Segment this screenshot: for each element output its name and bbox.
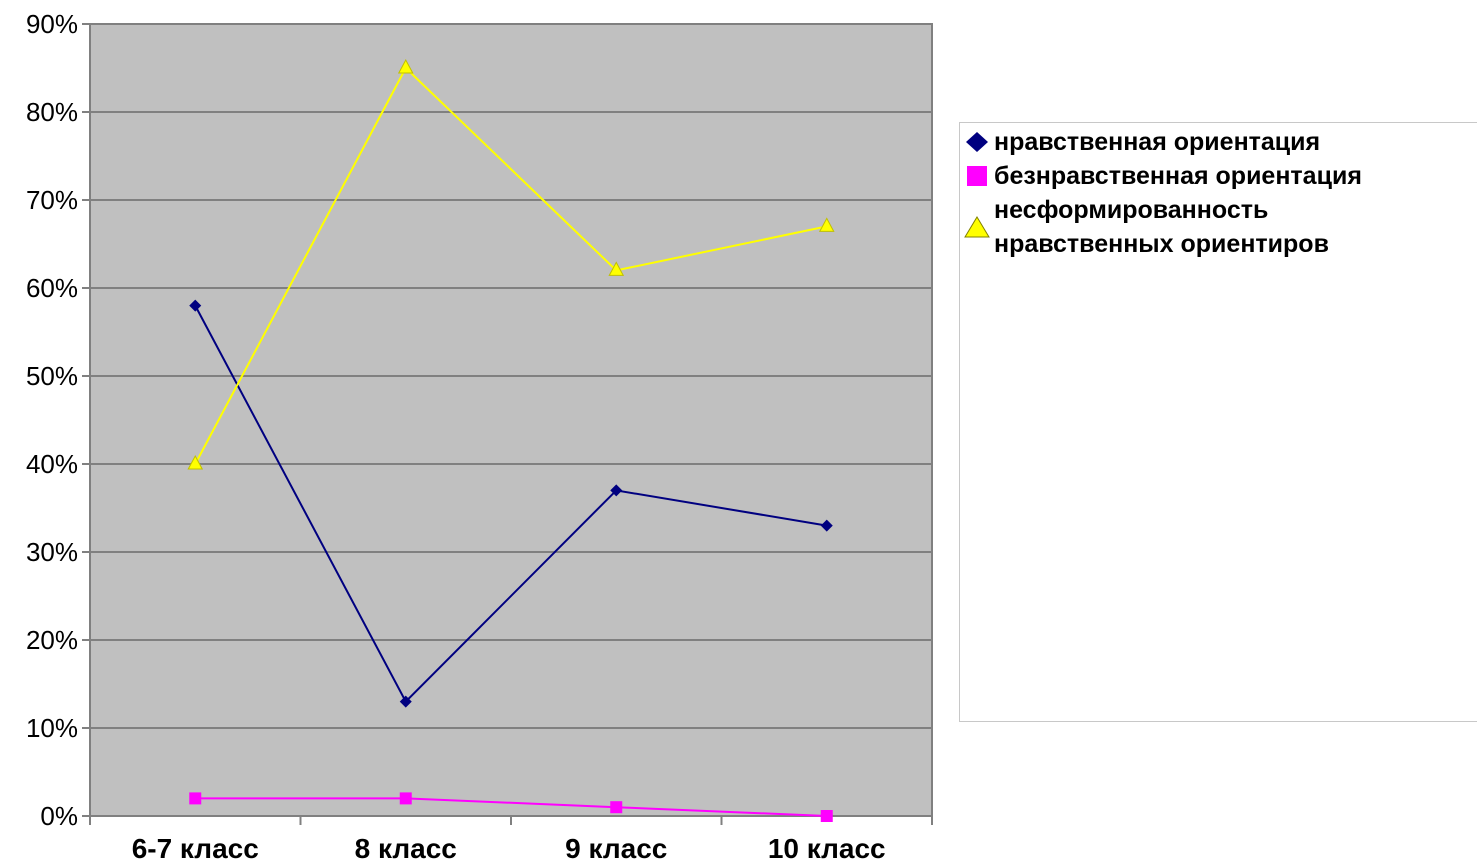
legend-label: нравственная ориентация [994,128,1321,156]
series-line-1 [194,305,827,704]
data-point-square [189,792,202,805]
data-point-diamond [610,484,623,497]
gridlines [90,111,932,729]
y-tick-label: 80% [26,97,78,127]
x-tick-label: 8 класс [355,833,457,863]
y-tick-label: 50% [26,361,78,391]
y-tick-label: 0% [40,801,78,831]
y-tick-label: 30% [26,537,78,567]
data-point-triangle [818,217,835,232]
y-tick-label: 20% [26,625,78,655]
chart-legend: нравственная ориентация безнравственная … [959,122,1477,722]
x-tick-label: 9 класс [565,833,667,863]
data-point-square [610,801,623,814]
y-tick-label: 10% [26,713,78,743]
y-tick-label: 60% [26,273,78,303]
legend-label-line-1: несформированность [994,196,1269,224]
x-axis-ticks: 6-7 класс 8 класс 9 класс 10 класс [89,816,933,863]
data-point-triangle [187,454,204,470]
triangle-icon [964,216,990,238]
legend-label-line-2: нравственных ориентиров [994,230,1329,258]
x-tick-label: 10 класс [768,833,886,863]
y-axis-ticks: 0% 10% 20% 30% 40% 50% 60% 70% 80% 90% [26,9,90,831]
y-tick-label: 90% [26,9,78,39]
series-line-3 [194,66,827,465]
series-line-2 [195,797,827,817]
diamond-icon [966,132,988,152]
series-lines [194,66,827,817]
data-point-square [399,792,412,805]
data-point-triangle [608,261,625,276]
data-point-diamond [189,299,202,312]
data-point-square [820,810,833,822]
x-tick-label: 6-7 класс [132,833,259,863]
legend-label: безнравственная ориентация [994,162,1362,190]
data-point-diamond [820,519,833,532]
data-point-triangle [397,58,414,74]
data-point-diamond [399,695,412,708]
y-tick-label: 40% [26,449,78,479]
y-tick-label: 70% [26,185,78,215]
square-icon [967,166,987,186]
plot-area [89,23,933,817]
series-markers [187,58,835,822]
